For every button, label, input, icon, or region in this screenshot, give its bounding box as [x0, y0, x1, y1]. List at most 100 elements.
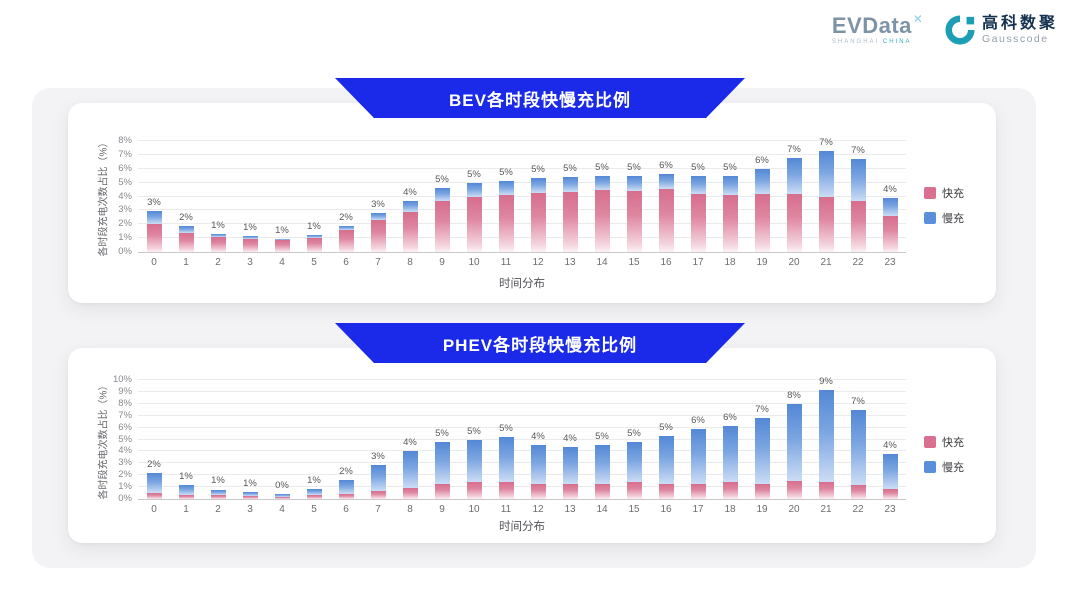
x-tick-label: 12 — [532, 257, 544, 268]
bar-value-label: 1% — [275, 224, 289, 236]
bev-title-banner: BEV各时段快慢充比例 — [335, 78, 745, 118]
x-tick-label: 11 — [500, 504, 512, 515]
y-tick-label: 0% — [118, 493, 132, 504]
fast-charge-swatch — [924, 187, 936, 199]
stacked-bar-hour-21 — [818, 389, 834, 499]
fast-charge-segment — [434, 483, 450, 499]
bev-plot-area: 0% 1% 2% 3% 4% 5% 6% 7% 8% 3% 0 2% 1 1% 2 1% 3 1% 4 1% 5 2% 6 3… — [118, 136, 906, 268]
phev-title-banner: PHEV各时段快慢充比例 — [335, 323, 745, 363]
y-tick-label: 1% — [118, 481, 132, 493]
y-tick-label: 8% — [118, 397, 132, 409]
gridline — [138, 209, 906, 211]
legend-item-fast-charge[interactable]: 快充 — [924, 185, 964, 201]
x-tick-label: 10 — [468, 504, 480, 515]
fast-charge-segment — [338, 229, 354, 252]
slow-charge-segment — [850, 409, 866, 485]
bar-value-label: 4% — [403, 437, 417, 449]
stacked-bar-hour-1 — [178, 484, 194, 499]
x-tick-label: 23 — [884, 504, 896, 515]
phev-legend: 快充 慢充 — [924, 434, 964, 475]
bar-value-label: 5% — [467, 425, 481, 437]
x-tick-label: 1 — [183, 257, 189, 268]
slow-charge-segment — [370, 213, 386, 221]
y-tick-label: 5% — [118, 176, 132, 188]
gausscode-en: Gausscode — [981, 32, 1049, 45]
fast-charge-segment — [178, 232, 194, 252]
stacked-bar-hour-20 — [786, 403, 802, 499]
x-tick-label: 2 — [215, 257, 221, 268]
phev-x-axis-title: 时间分布 — [499, 521, 545, 533]
fast-charge-segment — [754, 193, 770, 252]
gausscode-text: 高科数聚 Gausscode — [982, 15, 1058, 45]
phev-chart-card: 各时段充电次数占比（%） 0% 1% 2% 3% 4% 5% 6% 7% 8% 9% 10% 2% 0 1… — [68, 348, 996, 543]
bar-value-label: 6% — [691, 414, 705, 426]
stacked-bar-hour-8 — [402, 201, 418, 252]
bar-value-label: 1% — [307, 474, 321, 486]
fast-charge-segment — [402, 211, 418, 252]
slow-charge-segment — [210, 489, 226, 496]
x-tick-label: 6 — [343, 504, 349, 515]
x-tick-label: 21 — [820, 504, 832, 515]
fast-charge-segment — [466, 196, 482, 252]
stacked-bar-hour-18 — [722, 175, 738, 252]
bar-value-label: 4% — [883, 439, 897, 451]
slow-charge-segment — [338, 479, 354, 495]
phev-chart-title: PHEV各时段快慢充比例 — [442, 335, 638, 355]
stacked-bar-hour-4 — [274, 493, 290, 499]
fast-charge-segment — [786, 481, 802, 499]
bar-value-label: 5% — [435, 174, 449, 186]
bar-value-label: 2% — [179, 212, 193, 224]
gridline — [138, 462, 906, 464]
fast-charge-segment — [626, 190, 642, 252]
fast-charge-segment — [850, 484, 866, 499]
evdata-subtext-shanghai: SHANGHAI — [831, 39, 880, 45]
bar-value-label: 5% — [435, 427, 449, 439]
bar-value-label: 5% — [627, 427, 641, 439]
slow-charge-segment — [882, 453, 898, 490]
slow-charge-segment — [594, 445, 610, 484]
stacked-bar-hour-7 — [370, 464, 386, 499]
x-tick-label: 0 — [151, 257, 157, 268]
legend-item-fast-charge[interactable]: 快充 — [924, 434, 964, 450]
fast-charge-segment — [594, 190, 610, 252]
legend-item-slow-charge[interactable]: 慢充 — [924, 210, 964, 226]
stacked-bar-hour-6 — [338, 479, 354, 499]
slow-charge-segment — [242, 236, 258, 239]
legend-item-slow-charge[interactable]: 慢充 — [924, 459, 964, 475]
x-tick-label: 20 — [788, 257, 800, 268]
bar-value-label: 1% — [243, 477, 257, 489]
fast-charge-segment — [690, 193, 706, 252]
x-tick-label: 18 — [724, 504, 736, 515]
bar-value-label: 6% — [755, 154, 769, 166]
x-tick-label: 13 — [564, 504, 576, 515]
slow-charge-segment — [242, 491, 258, 497]
x-tick-label: 5 — [311, 257, 317, 268]
y-tick-label: 6% — [118, 162, 132, 174]
fast-charge-segment — [882, 215, 898, 252]
stacked-bar-hour-12 — [530, 445, 546, 499]
gridline — [138, 438, 906, 440]
evdata-subtext: SHANGHAI CHINA — [832, 39, 912, 45]
bar-value-label: 7% — [819, 136, 833, 148]
stacked-bar-hour-8 — [402, 451, 418, 499]
bar-value-label: 5% — [627, 161, 641, 173]
slow-charge-segment — [690, 175, 706, 194]
fast-charge-segment — [722, 482, 738, 499]
x-tick-label: 22 — [852, 504, 864, 515]
fast-charge-segment — [210, 237, 226, 252]
x-tick-label: 22 — [852, 257, 864, 268]
gridline — [138, 379, 906, 380]
y-tick-label: 5% — [118, 433, 132, 445]
fast-charge-segment — [210, 495, 226, 499]
bar-value-label: 9% — [819, 375, 833, 387]
fast-charge-segment — [626, 482, 642, 499]
slow-charge-segment — [466, 439, 482, 483]
stacked-bar-hour-18 — [722, 426, 738, 499]
fast-charge-segment — [498, 482, 514, 499]
slow-charge-segment — [722, 426, 738, 483]
fast-charge-segment — [242, 238, 258, 252]
slow-charge-swatch — [924, 212, 936, 224]
bar-value-label: 2% — [339, 465, 353, 477]
bar-value-label: 8% — [787, 389, 801, 401]
